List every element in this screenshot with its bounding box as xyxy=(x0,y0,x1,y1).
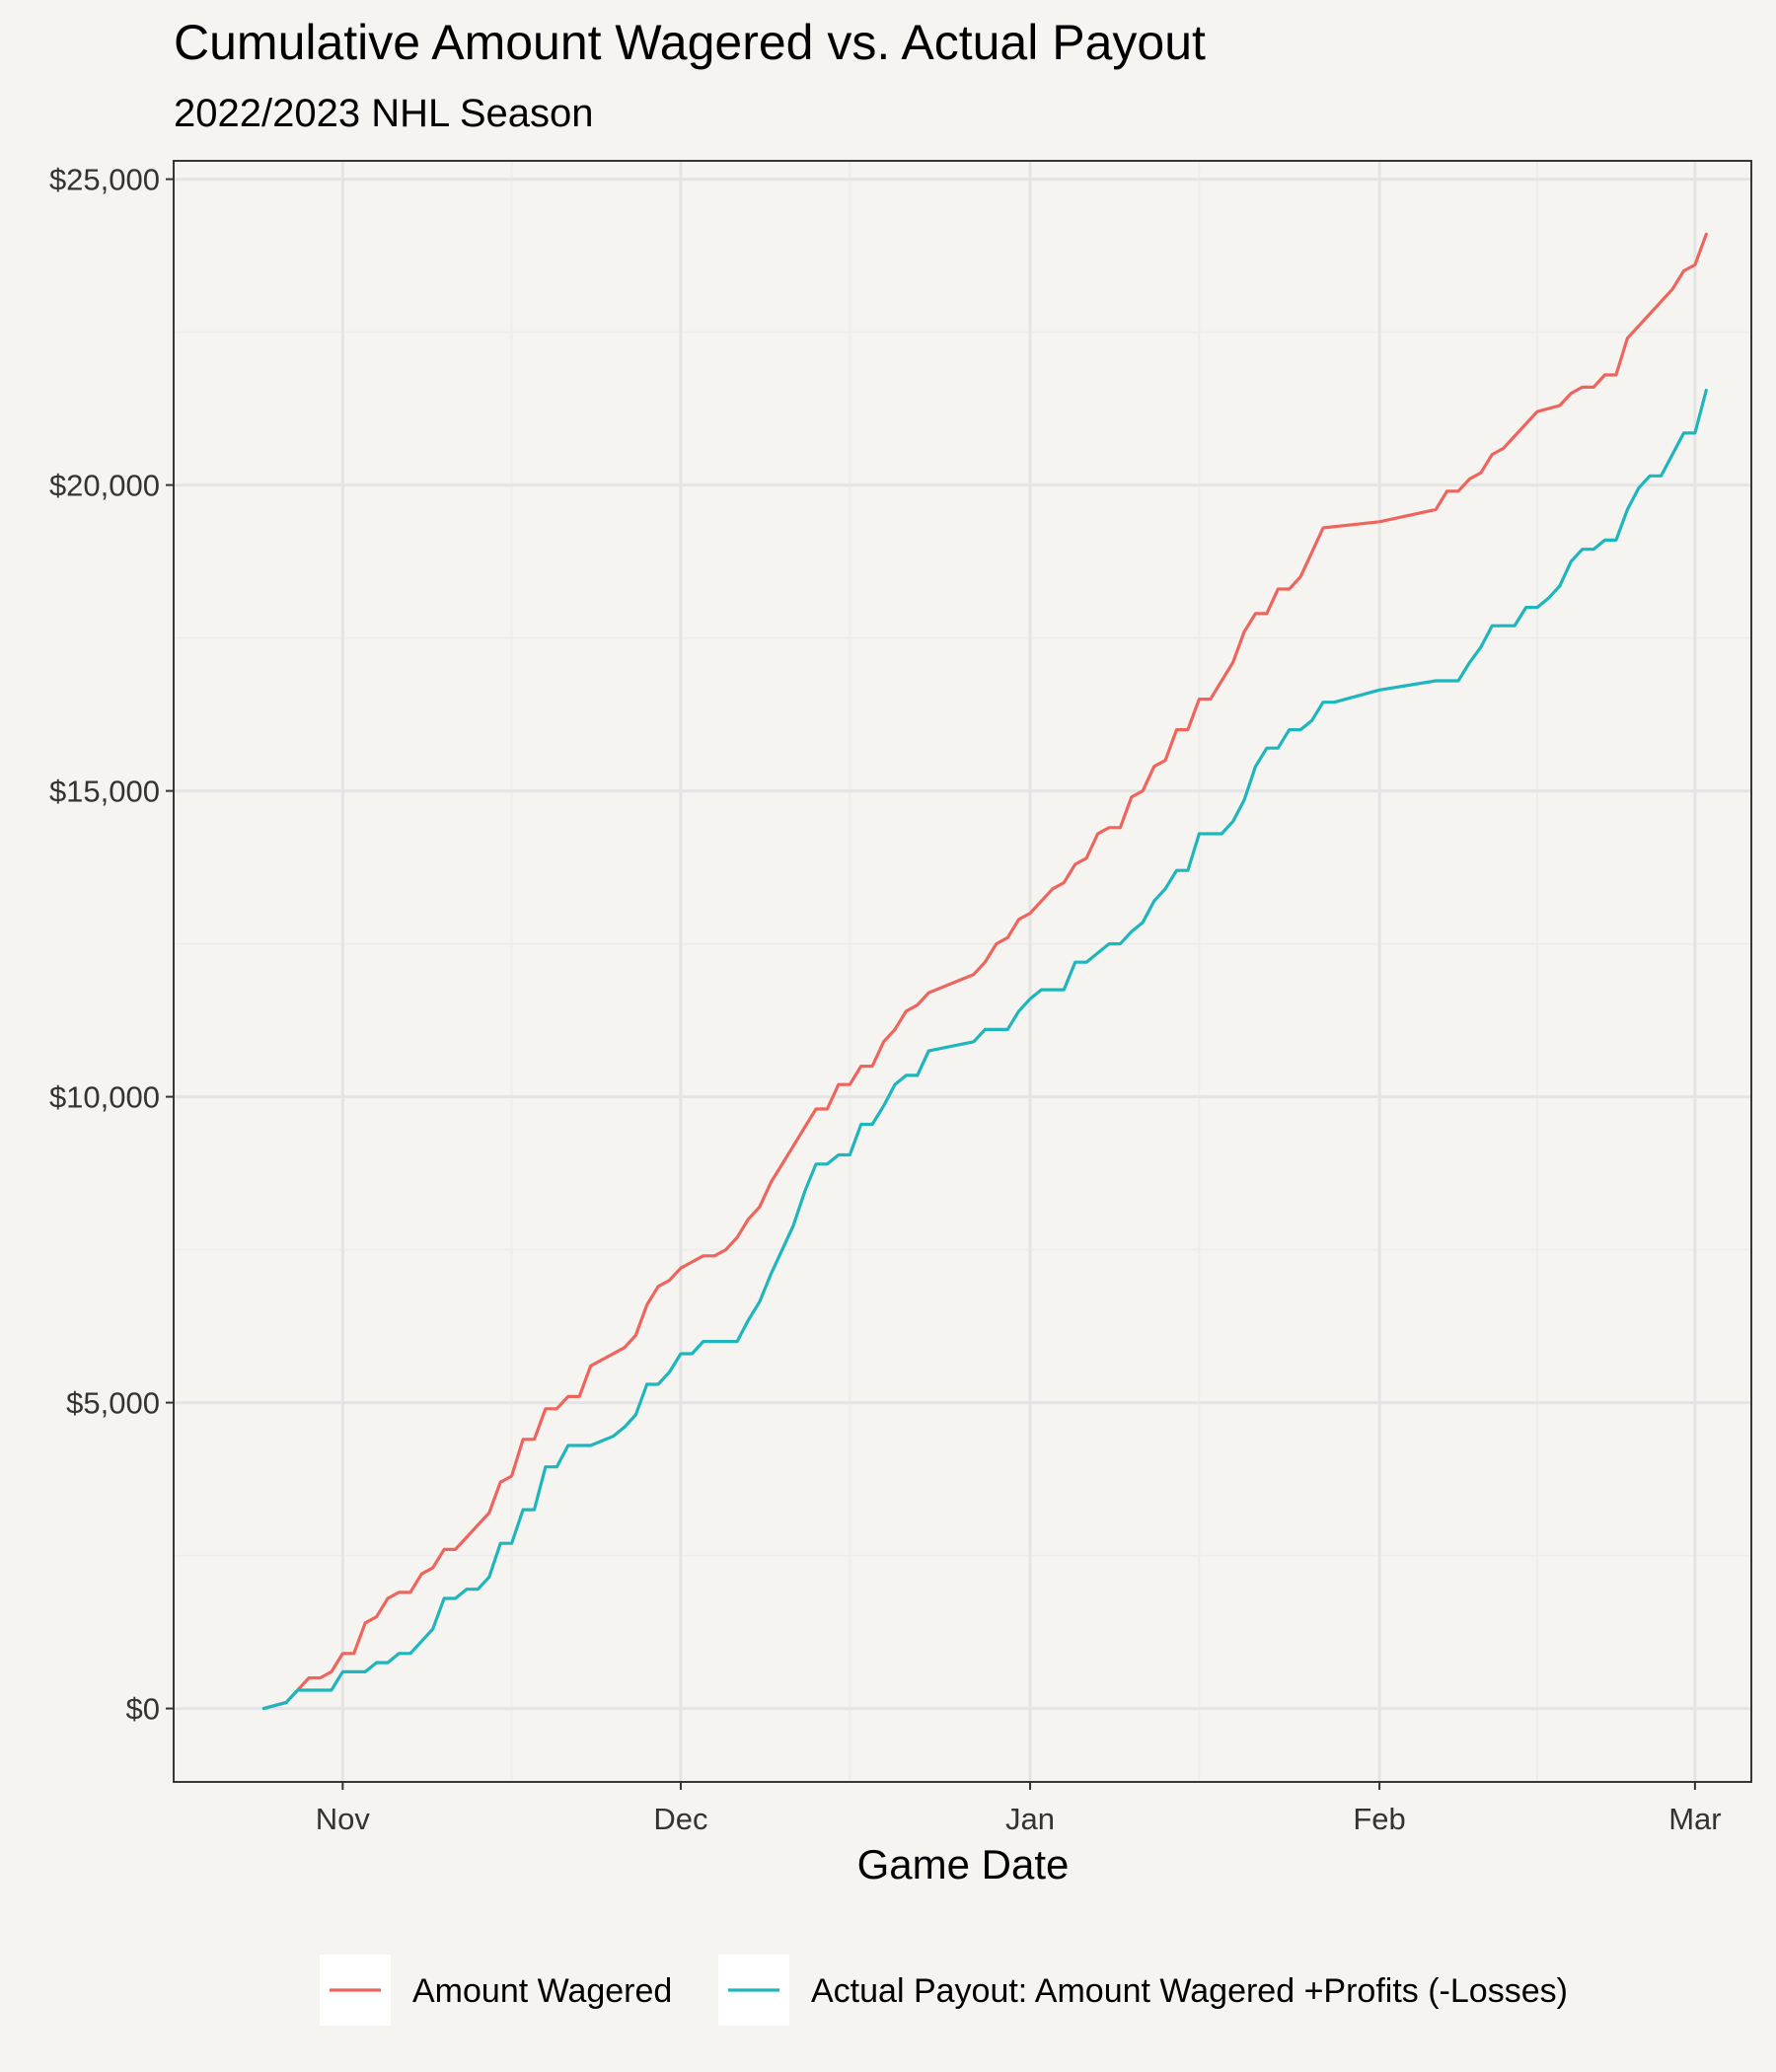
legend-label-amount-wagered: Amount Wagered xyxy=(412,1972,672,2010)
legend: Amount Wagered Actual Payout: Amount Wage… xyxy=(320,1955,1568,2026)
x-tick-label: Jan xyxy=(1005,1802,1055,1836)
chart-title: Cumulative Amount Wagered vs. Actual Pay… xyxy=(174,15,1206,70)
plot-panel-background xyxy=(174,161,1751,1782)
series-line-amount-wagered xyxy=(261,232,1708,1711)
grid-layer xyxy=(174,161,1751,1782)
y-tick-label: $15,000 xyxy=(49,775,160,809)
x-tick-label: Mar xyxy=(1668,1802,1721,1836)
y-tick-label: $0 xyxy=(126,1692,160,1727)
chart-subtitle: 2022/2023 NHL Season xyxy=(174,92,594,135)
axis-layer: $0 $5,000 $10,000 $15,000 $20,000 $25,000 Nov D… xyxy=(49,163,1722,1836)
x-axis-title: Game Date xyxy=(857,1841,1070,1887)
y-tick-label: $5,000 xyxy=(66,1386,160,1421)
plot-panel-border xyxy=(173,160,1752,1783)
legend-label-actual-payout: Actual Payout: Amount Wagered +Profits (… xyxy=(811,1972,1568,2010)
y-tick-label: $20,000 xyxy=(49,469,160,503)
x-tick-label: Nov xyxy=(316,1802,371,1836)
series-line-actual-payout xyxy=(261,388,1708,1711)
y-tick-label: $10,000 xyxy=(49,1080,160,1115)
x-tick-label: Feb xyxy=(1353,1802,1405,1836)
y-tick-label: $25,000 xyxy=(49,163,160,197)
x-tick-label: Dec xyxy=(653,1802,707,1836)
series-layer xyxy=(261,232,1708,1711)
